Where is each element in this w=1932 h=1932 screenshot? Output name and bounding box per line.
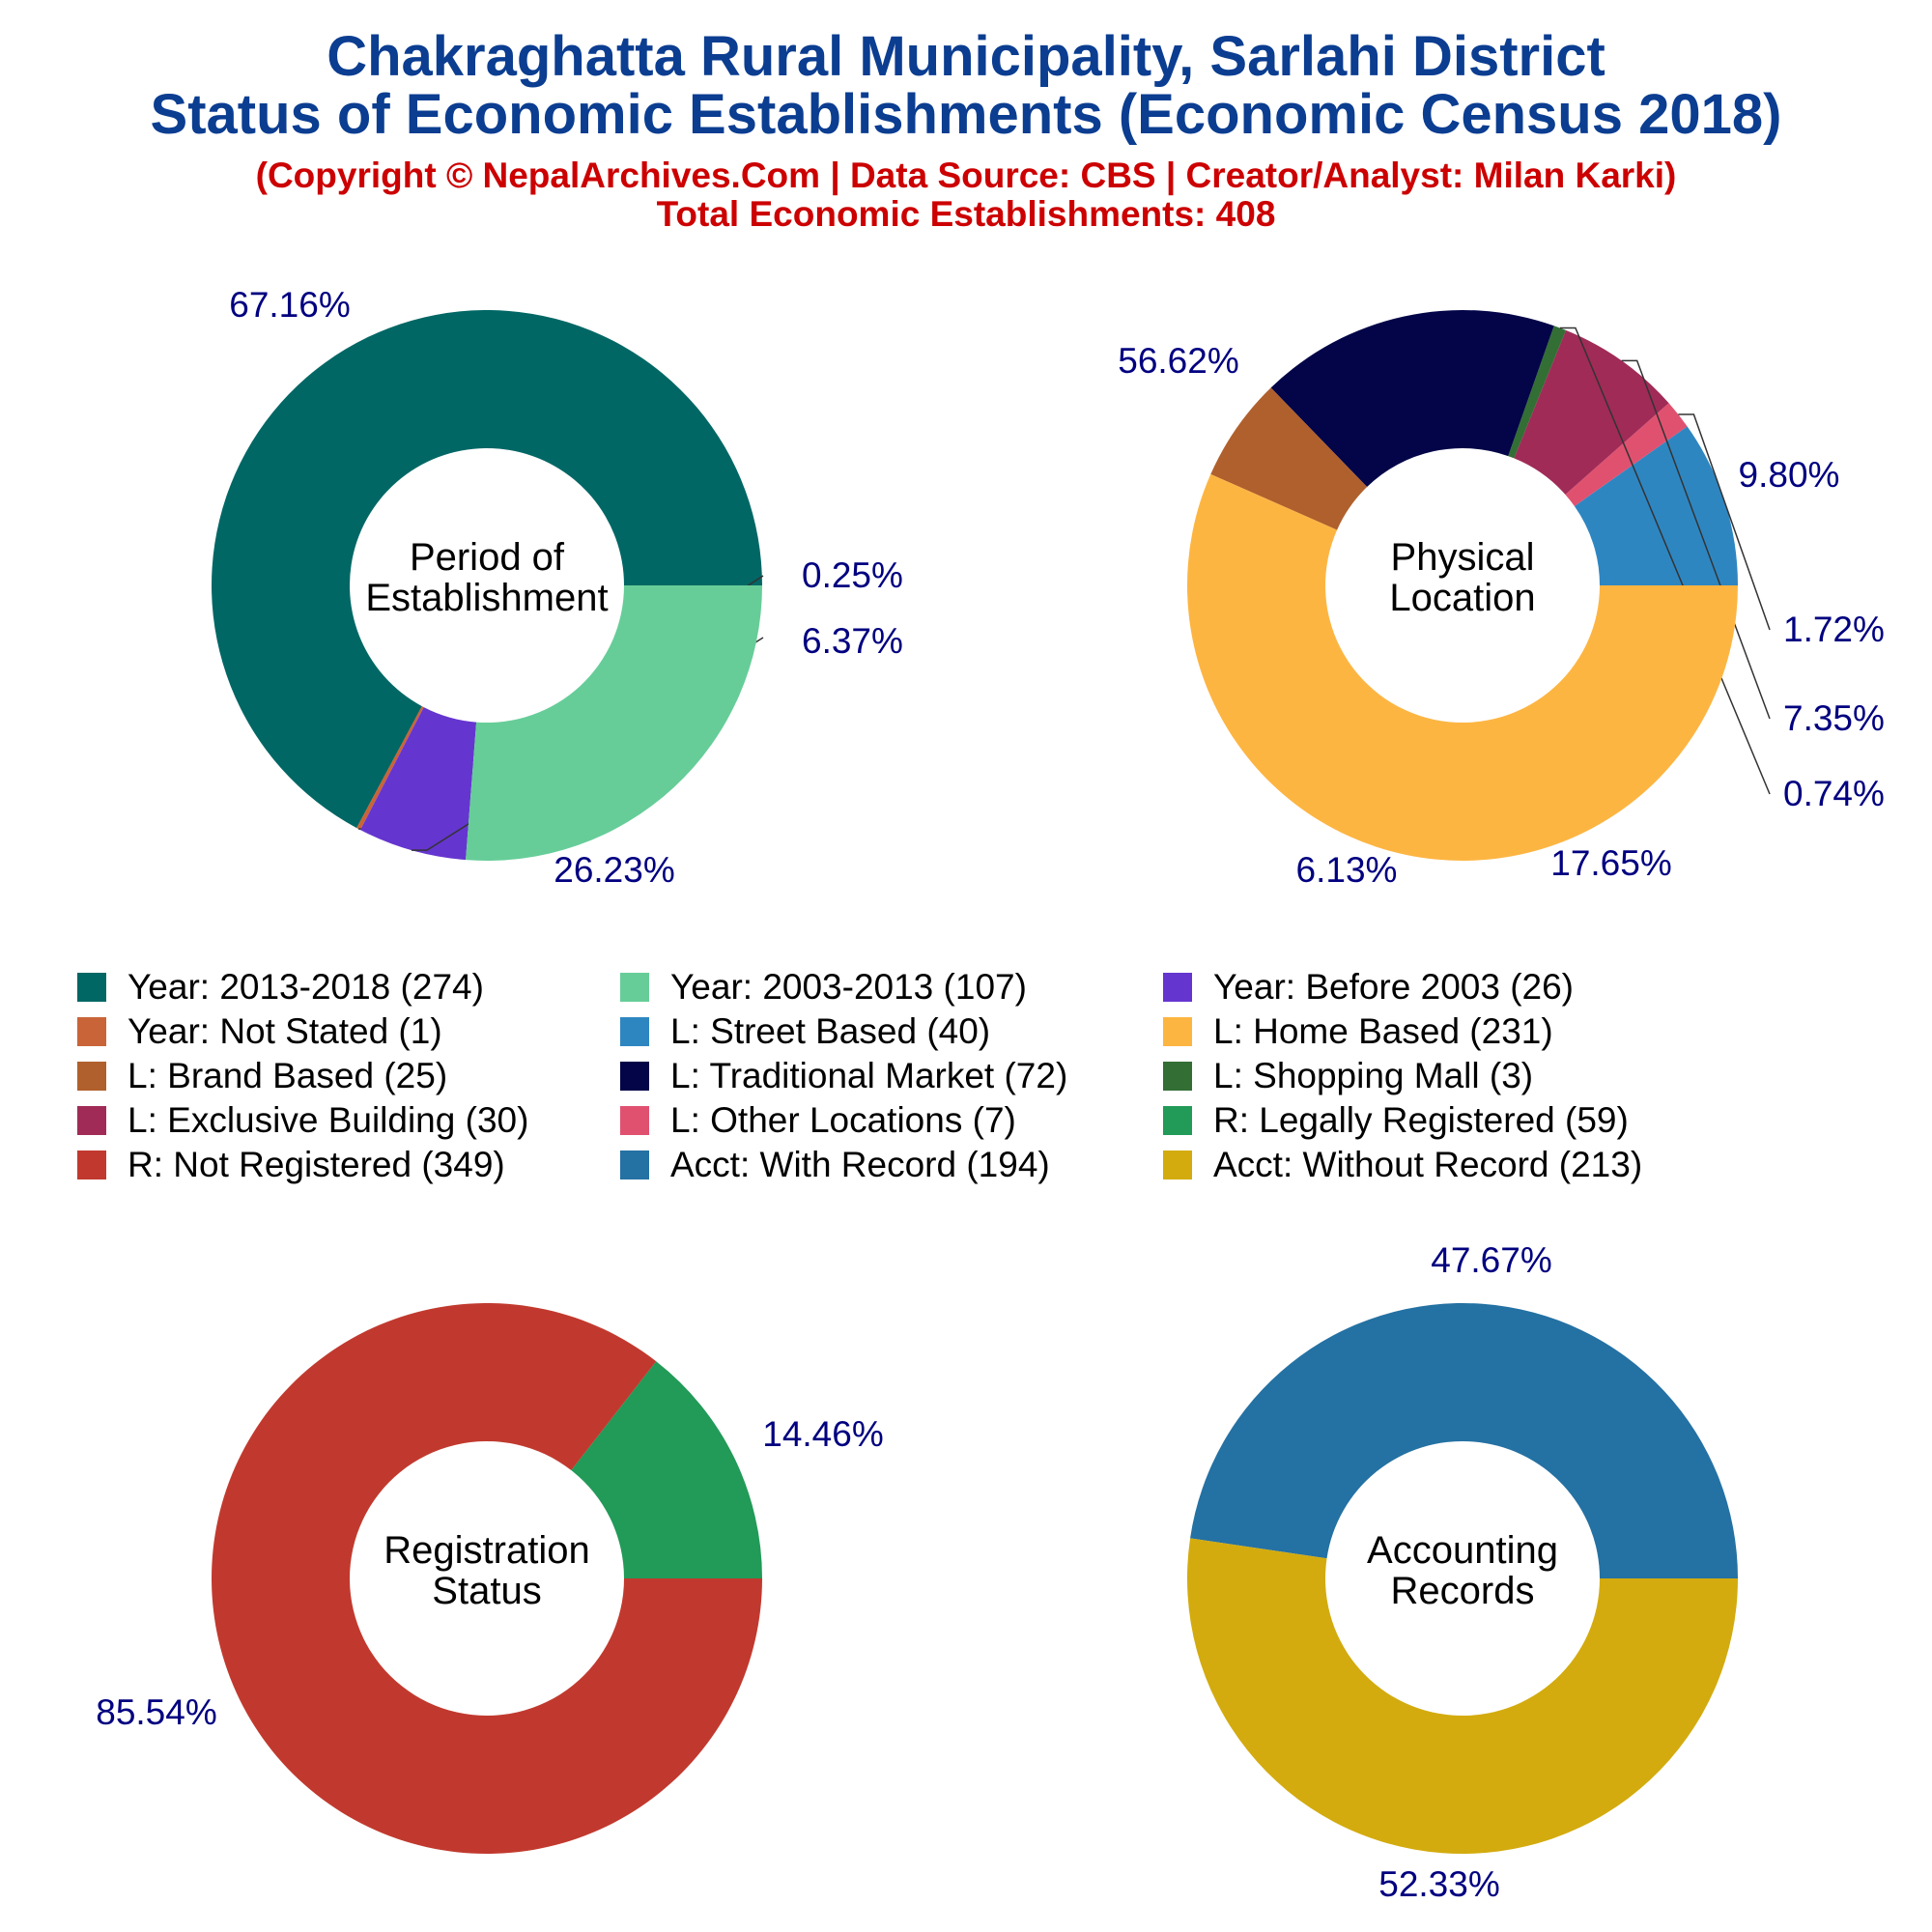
legend-item: R: Legally Registered (59) xyxy=(1163,1099,1629,1142)
pie-slice xyxy=(1210,387,1368,530)
legend-label: Year: Not Stated (1) xyxy=(128,1011,442,1051)
slice-percent-label: 0.74% xyxy=(1783,774,1885,813)
legend-swatch xyxy=(1163,1151,1192,1179)
legend-item: Year: Before 2003 (26) xyxy=(1163,966,1574,1009)
legend-label: L: Street Based (40) xyxy=(670,1011,991,1051)
pie-slice xyxy=(1574,426,1738,585)
legend-item: Acct: Without Record (213) xyxy=(1163,1144,1642,1186)
legend-label: L: Shopping Mall (3) xyxy=(1213,1056,1534,1095)
slice-percent-label: 85.54% xyxy=(96,1692,217,1732)
legend-item: Year: 2013-2018 (274) xyxy=(77,966,484,1009)
slice-percent-label: 26.23% xyxy=(554,850,675,890)
chart-title-line2: Status of Economic Establishments (Econo… xyxy=(150,83,1782,146)
slice-percent-label: 67.16% xyxy=(229,285,351,325)
label-leader-line xyxy=(1678,413,1771,631)
pie-slice xyxy=(571,1361,763,1578)
legend-item: Year: 2003-2013 (107) xyxy=(620,966,1027,1009)
donut-chart-1: 67.16% 0.25% 6.37% 26.23% Period ofEstablish… xyxy=(212,285,903,890)
pie-slice xyxy=(1186,473,1738,861)
legend-swatch xyxy=(620,1062,649,1091)
donut-center-label: Physical xyxy=(1391,536,1535,579)
legend-item: Year: Not Stated (1) xyxy=(77,1010,442,1053)
legend-item: L: Brand Based (25) xyxy=(77,1055,447,1097)
legend-label: L: Brand Based (25) xyxy=(128,1056,448,1095)
pie-slice xyxy=(1186,1538,1738,1855)
slice-percent-label: 47.67% xyxy=(1431,1240,1552,1280)
legend-item: L: Exclusive Building (30) xyxy=(77,1099,528,1142)
slice-percent-label: 56.62% xyxy=(1118,341,1239,381)
legend-swatch xyxy=(1163,1106,1192,1135)
slice-percent-label: 0.25% xyxy=(802,555,903,595)
slice-percent-label: 17.65% xyxy=(1550,843,1672,883)
donut-center-label: Records xyxy=(1391,1570,1535,1612)
pie-slice xyxy=(1270,309,1554,488)
slice-percent-label: 1.72% xyxy=(1783,610,1885,649)
pie-slice xyxy=(356,706,424,831)
legend-item: L: Street Based (40) xyxy=(620,1010,990,1053)
donut-center-label: Establishment xyxy=(365,577,608,619)
slice-percent-label: 52.33% xyxy=(1378,1864,1500,1904)
legend-swatch xyxy=(1163,1062,1192,1091)
legend-swatch xyxy=(77,1062,106,1091)
legend-label: L: Home Based (231) xyxy=(1213,1011,1553,1051)
legend-label: Year: 2003-2013 (107) xyxy=(670,967,1027,1007)
donut-center-label: Location xyxy=(1389,577,1535,619)
copyright-line: (Copyright © NepalArchives.Com | Data So… xyxy=(255,156,1677,195)
legend-label: R: Legally Registered (59) xyxy=(1213,1100,1629,1140)
legend-label: L: Other Locations (7) xyxy=(670,1100,1016,1140)
legend-label: Acct: With Record (194) xyxy=(670,1145,1050,1184)
legend-item: L: Traditional Market (72) xyxy=(620,1055,1067,1097)
legend-swatch xyxy=(620,973,649,1002)
legend-swatch xyxy=(77,1151,106,1179)
donut-center-label: Accounting xyxy=(1367,1529,1558,1572)
legend-label: L: Traditional Market (72) xyxy=(670,1056,1068,1095)
legend-label: R: Not Registered (349) xyxy=(128,1145,505,1184)
legend-item: R: Not Registered (349) xyxy=(77,1144,505,1186)
slice-percent-label: 14.46% xyxy=(762,1414,884,1454)
pie-slice xyxy=(1514,329,1669,495)
pie-slice xyxy=(360,707,477,861)
legend-swatch xyxy=(77,1017,106,1046)
legend-swatch xyxy=(620,1106,649,1135)
donut-center-label: Period of xyxy=(410,536,565,579)
legend-label: Year: Before 2003 (26) xyxy=(1213,967,1574,1007)
pie-slice xyxy=(1190,1303,1738,1578)
slice-percent-label: 9.80% xyxy=(1739,455,1840,495)
legend-swatch xyxy=(620,1151,649,1179)
pie-slice xyxy=(212,1303,763,1855)
total-establishments-line: Total Economic Establishments: 408 xyxy=(656,194,1276,234)
slice-percent-label: 6.37% xyxy=(802,621,903,661)
legend-swatch xyxy=(77,973,106,1002)
legend-swatch xyxy=(77,1106,106,1135)
legend-item: Acct: With Record (194) xyxy=(620,1144,1050,1186)
legend-swatch xyxy=(620,1017,649,1046)
legend-swatch xyxy=(1163,1017,1192,1046)
pie-slice xyxy=(466,585,763,861)
donut-center-label: Status xyxy=(432,1570,541,1612)
donut-center-label: Registration xyxy=(384,1529,589,1572)
slice-percent-label: 7.35% xyxy=(1783,698,1885,738)
legend-label: Acct: Without Record (213) xyxy=(1213,1145,1643,1184)
pie-slice xyxy=(1508,326,1567,459)
pie-slice xyxy=(212,310,763,829)
slice-percent-label: 6.13% xyxy=(1296,850,1398,890)
pie-slice xyxy=(1565,403,1688,506)
donut-chart-2: 9.80% 1.72% 7.35% 0.74% 17.65% 6.13% 56.62% Phy… xyxy=(1118,309,1885,890)
legend-label: Year: 2013-2018 (274) xyxy=(128,967,484,1007)
legend-item: L: Other Locations (7) xyxy=(620,1099,1016,1142)
legend-label: L: Exclusive Building (30) xyxy=(128,1100,529,1140)
legend-item: L: Shopping Mall (3) xyxy=(1163,1055,1533,1097)
legend-item: L: Home Based (231) xyxy=(1163,1010,1553,1053)
legend-swatch xyxy=(1163,973,1192,1002)
chart-title-line1: Chakraghatta Rural Municipality, Sarlahi… xyxy=(327,25,1605,88)
